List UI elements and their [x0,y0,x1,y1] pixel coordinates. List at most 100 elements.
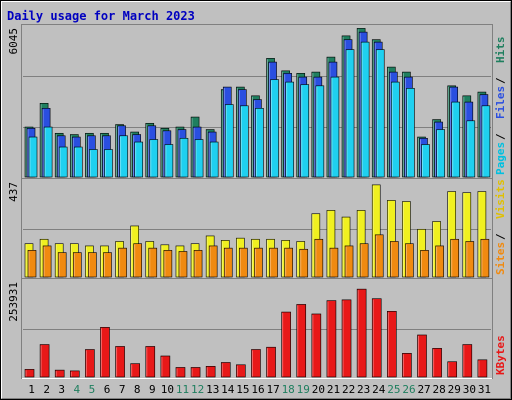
bar-kbytes [160,355,171,378]
bar-pages [330,76,340,178]
bar-sites [223,247,233,278]
bar-pages [451,101,461,178]
bar-kbytes [341,299,352,378]
y-max-label: 437 [7,182,20,202]
bar-pages [209,141,219,178]
bar-pages [73,146,83,178]
bar-kbytes [130,363,140,378]
bar-pages [466,120,476,178]
side-label-pages: Pages [494,142,507,175]
x-tick-label: 9 [149,383,156,396]
x-tick-label: 29 [448,383,461,396]
bar-sites [329,247,339,278]
x-tick-label: 27 [417,383,430,396]
bar-pages [436,129,445,178]
panel-hits: 6045 Pages / Files / Hits [7,24,507,179]
bar-pages [481,105,491,178]
bar-sites [88,252,97,278]
bar-sites [344,245,354,278]
x-tick-label: 16 [251,383,264,396]
series-sites [27,234,490,278]
bar-kbytes [432,348,442,378]
bar-sites [103,252,112,278]
bar-pages [255,108,264,178]
bar-kbytes [402,353,412,378]
bar-sites [208,245,218,278]
x-tick-label: 21 [327,383,340,396]
bar-kbytes [356,288,367,378]
x-tick-label: 20 [312,383,325,396]
bar-sites [193,250,203,278]
bar-kbytes [190,367,201,378]
bar-pages [28,136,38,178]
bar-pages [270,79,279,178]
bar-kbytes [371,298,382,378]
bar-sites [72,252,82,278]
bar-kbytes [205,366,216,378]
bar-pages [345,49,355,178]
bar-kbytes [462,344,473,378]
bar-sites [480,238,490,278]
bar-kbytes [54,369,65,378]
bar-sites [163,250,173,278]
bar-sites [148,247,158,278]
bar-kbytes [477,359,488,378]
x-tick-label: 13 [206,383,219,396]
bar-pages [421,144,430,178]
bar-kbytes [387,310,397,378]
bar-sites [178,251,188,278]
bar-sites [374,234,384,278]
bar-kbytes [281,311,291,378]
bar-sites [314,238,324,278]
bar-sites [239,247,248,278]
bar-kbytes [220,362,231,378]
bar-pages [164,144,174,178]
bar-sites [450,238,460,278]
x-tick-label: 2 [43,383,50,396]
bar-sites [27,250,37,278]
bar-kbytes [175,367,186,378]
bar-kbytes [24,369,35,378]
bar-pages [104,149,113,178]
y-max-label: 253931 [7,282,20,322]
x-axis-labels: 1 2 3 4 5 6 7 8 9 10 11 12 13 14 15 16 17 18 19 20 21 22 23 24 2… [28,383,491,396]
x-tick-label: 3 [58,383,65,396]
bar-sites [42,245,52,278]
bar-pages [360,41,370,178]
bar-pages [375,49,385,178]
bar-kbytes [266,346,276,378]
side-label-separator: / [494,133,507,140]
bar-pages [315,85,325,178]
bar-kbytes [296,304,307,378]
x-tick-label: 14 [221,383,235,396]
x-tick-label: 31 [478,383,491,396]
x-tick-label: 7 [119,383,126,396]
bar-pages [285,81,294,178]
bar-sites [284,247,293,278]
bar-sites [359,243,369,278]
bar-kbytes [326,300,337,378]
chart-title: Daily usage for March 2023 [7,9,195,23]
x-tick-label: 30 [463,383,476,396]
bar-kbytes [236,364,246,378]
bar-kbytes [311,313,322,378]
x-tick-label: 28 [433,383,446,396]
bar-kbytes [100,327,110,378]
x-tick-label: 4 [74,383,81,396]
side-label-kbytes: KBytes [494,335,507,375]
x-tick-label: 24 [372,383,386,396]
bar-sites [118,247,127,278]
bar-sites [405,243,414,278]
x-tick-label: 15 [236,383,249,396]
bar-sites [269,247,278,278]
bar-kbytes [251,349,261,378]
bar-kbytes [417,334,427,378]
series-pages [28,41,491,178]
bar-sites [133,243,142,278]
side-label-separator: / [494,233,507,240]
bar-pages [224,104,234,178]
bar-sites [57,252,67,278]
x-tick-label: 17 [266,383,279,396]
